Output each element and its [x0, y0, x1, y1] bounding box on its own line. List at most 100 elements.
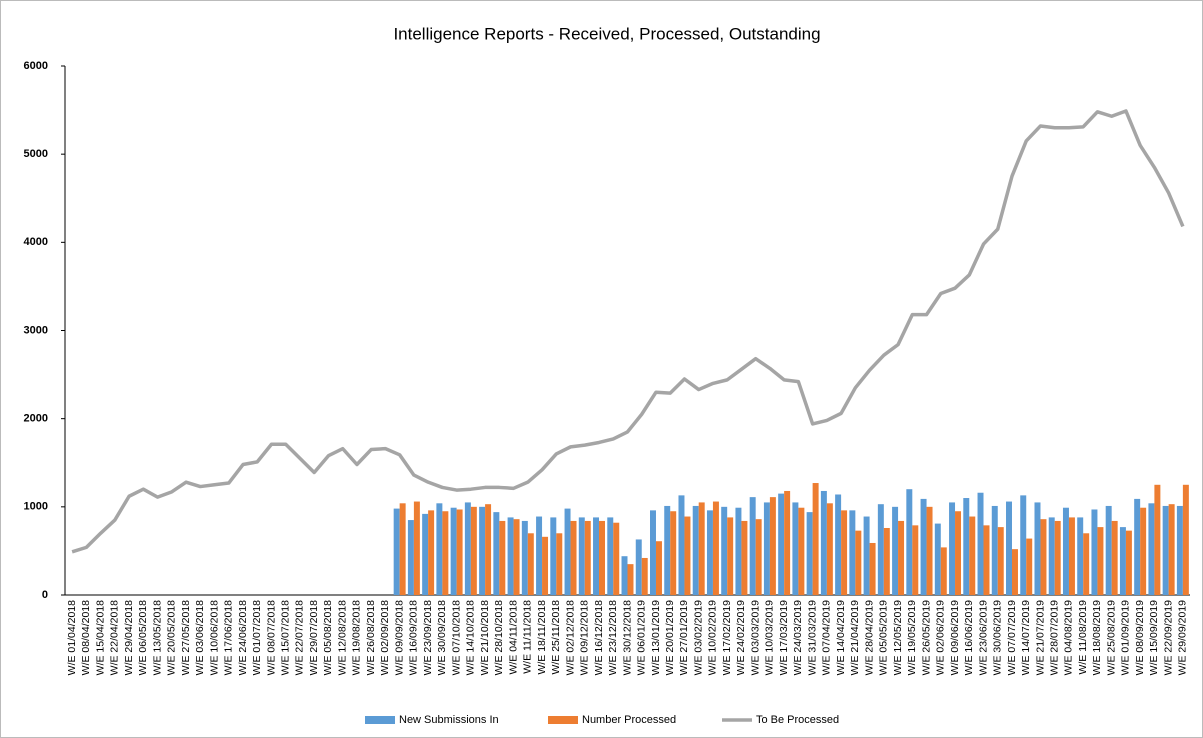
- x-tick-label: W/E 30/06/2019: [992, 600, 1004, 675]
- x-tick-label: W/E 28/04/2019: [863, 600, 875, 675]
- bar: [393, 508, 400, 595]
- bar: [735, 507, 742, 595]
- bar: [778, 493, 785, 595]
- bar: [940, 547, 947, 595]
- bar: [798, 507, 805, 595]
- x-tick-label: W/E 22/04/2018: [109, 600, 121, 675]
- bar: [456, 509, 463, 595]
- bar: [650, 510, 656, 595]
- bar: [926, 506, 933, 595]
- legend-label: To Be Processed: [756, 714, 839, 726]
- bar: [1006, 501, 1012, 595]
- bar: [721, 506, 728, 595]
- legend-swatch: [548, 716, 578, 724]
- x-tick-label: W/E 03/03/2019: [749, 600, 761, 675]
- bar: [849, 510, 856, 595]
- bar: [1062, 507, 1069, 595]
- x-tick-label: W/E 08/09/2019: [1134, 600, 1146, 675]
- bar: [898, 520, 905, 595]
- bar: [678, 495, 685, 595]
- bar: [841, 510, 848, 595]
- x-tick-label: W/E 21/07/2019: [1034, 600, 1046, 675]
- x-tick-label: W/E 04/08/2019: [1063, 600, 1075, 675]
- bar: [769, 497, 776, 595]
- bar: [755, 519, 762, 595]
- bar: [464, 502, 471, 595]
- x-tick-label: W/E 01/04/2018: [66, 600, 78, 675]
- x-tick-label: W/E 07/10/2018: [450, 600, 462, 675]
- x-tick-label: W/E 14/10/2018: [465, 600, 477, 675]
- bar: [1054, 520, 1061, 595]
- legend-label: Number Processed: [582, 714, 676, 726]
- bar: [1125, 530, 1132, 595]
- bar: [1034, 502, 1041, 595]
- x-tick-label: W/E 19/05/2019: [906, 600, 918, 675]
- x-tick-label: W/E 31/03/2019: [806, 600, 818, 675]
- bar: [507, 517, 514, 595]
- bar: [1111, 520, 1118, 595]
- x-tick-label: W/E 22/09/2019: [1162, 600, 1174, 675]
- bar: [1068, 517, 1075, 595]
- bar: [749, 497, 756, 595]
- bar: [422, 513, 429, 595]
- bar: [906, 489, 913, 595]
- bar: [741, 520, 748, 595]
- x-tick-label: W/E 17/06/2018: [223, 600, 235, 675]
- bar: [684, 516, 691, 595]
- bar: [706, 510, 713, 595]
- x-tick-label: W/E 12/05/2019: [892, 600, 904, 675]
- x-tick-label: W/E 10/06/2018: [208, 600, 220, 675]
- bar: [1091, 509, 1098, 595]
- bar: [855, 530, 862, 595]
- y-tick-label: 4000: [24, 236, 48, 248]
- x-tick-label: W/E 09/06/2019: [949, 600, 961, 675]
- bar: [407, 520, 414, 595]
- x-tick-label: W/E 16/12/2018: [593, 600, 605, 675]
- legend-swatch: [365, 716, 395, 724]
- bar: [977, 492, 984, 595]
- x-tick-label: W/E 13/01/2019: [650, 600, 662, 675]
- bar: [991, 505, 998, 595]
- x-tick-label: W/E 15/04/2018: [94, 600, 106, 675]
- bar: [863, 516, 870, 595]
- bar: [413, 501, 420, 595]
- y-tick-label: 6000: [24, 60, 48, 72]
- x-tick-label: W/E 26/08/2018: [365, 600, 377, 675]
- bar: [479, 506, 486, 595]
- y-tick-label: 2000: [24, 413, 48, 425]
- bar: [621, 556, 628, 595]
- bar: [436, 503, 443, 595]
- bar: [556, 533, 563, 595]
- x-tick-label: W/E 29/07/2018: [308, 600, 320, 675]
- x-tick-label: W/E 15/07/2018: [280, 600, 292, 675]
- x-tick-label: W/E 11/11/2018: [522, 600, 534, 674]
- bar: [812, 483, 819, 595]
- bar: [883, 527, 890, 595]
- bar: [593, 517, 600, 595]
- x-tick-label: W/E 30/09/2018: [436, 600, 448, 675]
- bar: [920, 498, 927, 595]
- y-tick-label: 3000: [24, 324, 48, 336]
- bar: [983, 525, 990, 595]
- x-tick-label: W/E 20/05/2018: [166, 600, 178, 675]
- bar: [698, 502, 705, 595]
- bar: [536, 516, 543, 595]
- x-tick-label: W/E 10/03/2019: [764, 600, 776, 675]
- x-tick-label: W/E 14/07/2019: [1020, 600, 1032, 675]
- x-tick-label: W/E 11/08/2019: [1077, 600, 1089, 675]
- bar: [1148, 503, 1155, 595]
- x-tick-label: W/E 27/01/2019: [678, 600, 690, 675]
- bar: [641, 557, 648, 595]
- x-tick-label: W/E 23/09/2018: [422, 600, 434, 675]
- x-tick-label: W/E 28/07/2019: [1048, 600, 1060, 675]
- bar: [1020, 495, 1027, 595]
- bar: [584, 520, 591, 595]
- bar: [570, 520, 577, 595]
- bar: [792, 502, 799, 595]
- x-tick-label: W/E 02/09/2018: [379, 600, 391, 675]
- bar: [1097, 527, 1104, 595]
- bar: [727, 517, 734, 595]
- x-tick-label: W/E 13/05/2018: [151, 600, 163, 675]
- x-tick-label: W/E 22/07/2018: [294, 600, 306, 675]
